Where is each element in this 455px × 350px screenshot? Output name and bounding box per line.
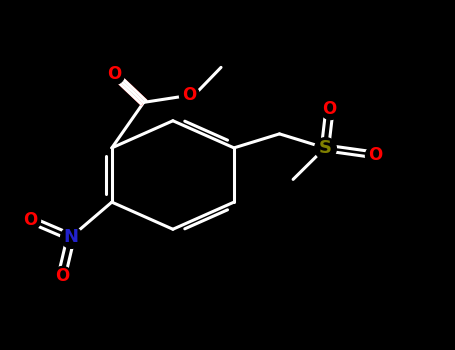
Text: O: O (107, 65, 121, 83)
Text: O: O (182, 86, 196, 104)
Text: O: O (323, 100, 337, 118)
Text: O: O (368, 146, 382, 164)
Text: O: O (23, 211, 37, 229)
Text: O: O (55, 267, 69, 285)
Text: N: N (63, 228, 78, 246)
Text: S: S (318, 139, 332, 157)
